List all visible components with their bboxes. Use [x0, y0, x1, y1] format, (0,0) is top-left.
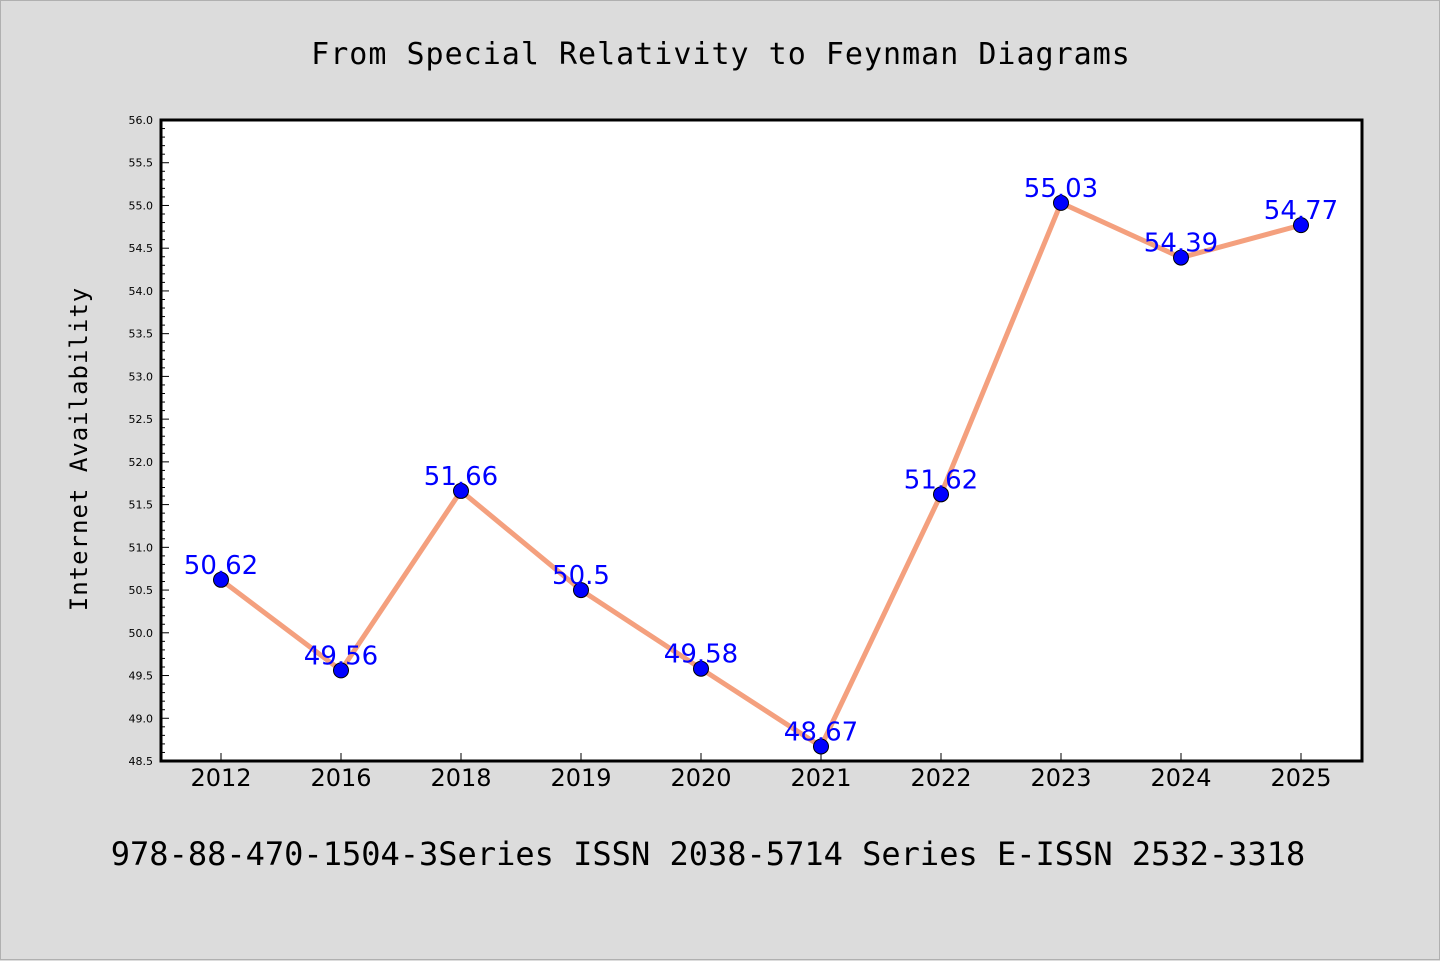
data-point: [813, 738, 829, 755]
plot-area: [161, 120, 1362, 761]
y-tick-label: 51.5: [129, 499, 154, 512]
y-tick-label: 49.0: [129, 712, 154, 725]
y-tick-label: 54.0: [129, 285, 154, 298]
y-tick-label: 52.0: [129, 456, 154, 469]
data-point: [1173, 249, 1189, 266]
y-tick-label: 52.5: [129, 413, 154, 426]
y-tick-label: 54.5: [129, 242, 154, 255]
y-tick-label: 55.0: [129, 199, 154, 212]
plot-border: [159, 118, 1364, 763]
x-tick-label: 2016: [310, 764, 371, 792]
x-tick-label: 2019: [550, 764, 611, 792]
y-axis-label: Internet Availability: [65, 287, 93, 611]
x-tick-label: 2025: [1270, 764, 1331, 792]
x-tick-label: 2022: [910, 764, 971, 792]
x-tick-label: 2021: [790, 764, 851, 792]
x-tick-label: 2012: [190, 764, 251, 792]
data-point: [933, 486, 949, 503]
data-label: 54.39: [1144, 229, 1218, 259]
data-label: 50.5: [552, 561, 610, 591]
series-line-group: [218, 200, 1304, 749]
y-tick-label: 55.5: [129, 157, 154, 170]
y-tick-label: 56.0: [129, 114, 154, 127]
series-points-group: [213, 194, 1309, 755]
data-label: 54.77: [1264, 196, 1338, 226]
x-tick-label: 2018: [430, 764, 491, 792]
data-label: 49.58: [664, 640, 738, 670]
data-point: [1053, 194, 1069, 211]
y-tick-label: 50.5: [129, 584, 154, 597]
data-point: [213, 571, 229, 588]
data-label: 49.56: [304, 641, 378, 671]
data-point: [693, 660, 709, 677]
y-tick-label: 49.5: [129, 670, 154, 683]
data-point: [333, 662, 349, 679]
data-label: 51.62: [904, 465, 978, 495]
data-label: 50.62: [184, 551, 258, 581]
footer-text: 978-88-470-1504-3Series ISSN 2038-5714 S…: [111, 835, 1305, 873]
series-line: [218, 200, 1304, 749]
data-label: 55.03: [1024, 174, 1098, 204]
y-axis: 48.5 49.0 49.5 50.0 50.5 51.0 51.5 52.0 52.5 53.0…: [129, 114, 169, 768]
chart-title: From Special Relativity to Feynman Diagr…: [311, 37, 1131, 72]
x-tick-label: 2023: [1030, 764, 1091, 792]
data-label: 48.67: [784, 717, 858, 747]
data-point: [453, 482, 469, 499]
y-tick-label: 53.5: [129, 328, 154, 341]
data-point: [1293, 217, 1309, 234]
data-label: 51.66: [424, 462, 498, 492]
y-tick-label: 53.0: [129, 370, 154, 383]
y-tick-label: 48.5: [129, 755, 154, 768]
x-tick-label: 2024: [1150, 764, 1211, 792]
data-labels-group: 50.62 49.56 51.66 50.5 49.58 48.67 51.62 55.03 5…: [184, 174, 1338, 748]
y-tick-label: 50.0: [129, 627, 154, 640]
x-tick-label: 2020: [670, 764, 731, 792]
y-tick-label: 51.0: [129, 541, 154, 554]
data-point: [573, 582, 589, 599]
